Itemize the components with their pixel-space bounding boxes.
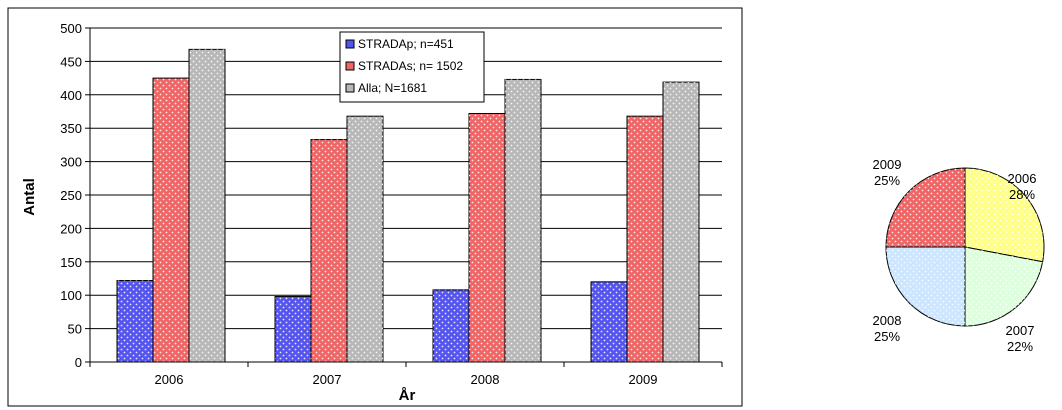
pie-slice-percent: 28% — [1009, 187, 1035, 202]
y-tick-label: 450 — [60, 54, 82, 69]
legend-label: Alla; N=1681 — [358, 81, 427, 95]
bar-pattern — [627, 116, 663, 363]
x-axis: 2006 2007 2008 2009 — [89, 361, 723, 387]
x-tick-label: 2007 — [313, 372, 342, 387]
bar-marks — [116, 48, 700, 363]
bar-pattern — [433, 289, 469, 362]
y-tick-label: 100 — [60, 288, 82, 303]
y-tick-label: 500 — [60, 21, 82, 36]
legend-swatch — [345, 61, 355, 71]
x-tick-label: 2006 — [155, 372, 184, 387]
legend-swatch — [345, 83, 355, 93]
y-tick-label: 200 — [60, 221, 82, 236]
y-tick-label: 300 — [60, 155, 82, 170]
y-tick-label: 350 — [60, 121, 82, 136]
pie-slice-pattern — [965, 168, 1044, 262]
bar-pattern — [505, 79, 541, 362]
pie-slice-label: 2007 — [1006, 323, 1035, 338]
bar-pattern — [663, 82, 699, 362]
bar-pattern — [347, 116, 383, 363]
pie-slice-label: 2009 — [873, 157, 902, 172]
pie-slice-percent: 22% — [1007, 339, 1033, 354]
y-tick-label: 0 — [75, 355, 82, 370]
bar-pattern — [275, 296, 311, 362]
x-tick-label: 2008 — [471, 372, 500, 387]
bar-pattern — [311, 139, 347, 362]
bar-pattern — [153, 78, 189, 362]
pie-slice-percent: 25% — [874, 173, 900, 188]
y-tick-label: 400 — [60, 88, 82, 103]
y-axis-ticks: 0 50 100 150 200 250 300 350 400 450 500 — [60, 21, 91, 370]
legend-swatch — [345, 39, 355, 49]
x-axis-label: År — [399, 387, 416, 404]
pie-slice-pattern — [886, 168, 965, 247]
bar-pattern — [117, 280, 153, 362]
pie-slice-percent: 25% — [874, 329, 900, 344]
pie-slice-label: 2008 — [873, 313, 902, 328]
x-tick-label: 2009 — [629, 372, 658, 387]
legend-label: STRADAp; n=451 — [358, 37, 454, 51]
pie-slice-label: 2006 — [1008, 171, 1037, 186]
y-tick-label: 250 — [60, 188, 82, 203]
legend-box — [339, 31, 485, 103]
y-tick-label: 150 — [60, 255, 82, 270]
y-axis-label: Antal — [21, 178, 38, 216]
legend-label: STRADAs; n= 1502 — [358, 59, 463, 73]
pie-slice-pattern — [886, 247, 965, 326]
bar-pattern — [591, 281, 627, 362]
pie-slice-pattern — [965, 247, 1043, 326]
bar-pattern — [189, 49, 225, 362]
y-tick-label: 50 — [68, 322, 82, 337]
bar-pattern — [469, 113, 505, 362]
legend: STRADAp; n=451 STRADAs; n= 1502 Alla; N=16… — [339, 31, 485, 103]
